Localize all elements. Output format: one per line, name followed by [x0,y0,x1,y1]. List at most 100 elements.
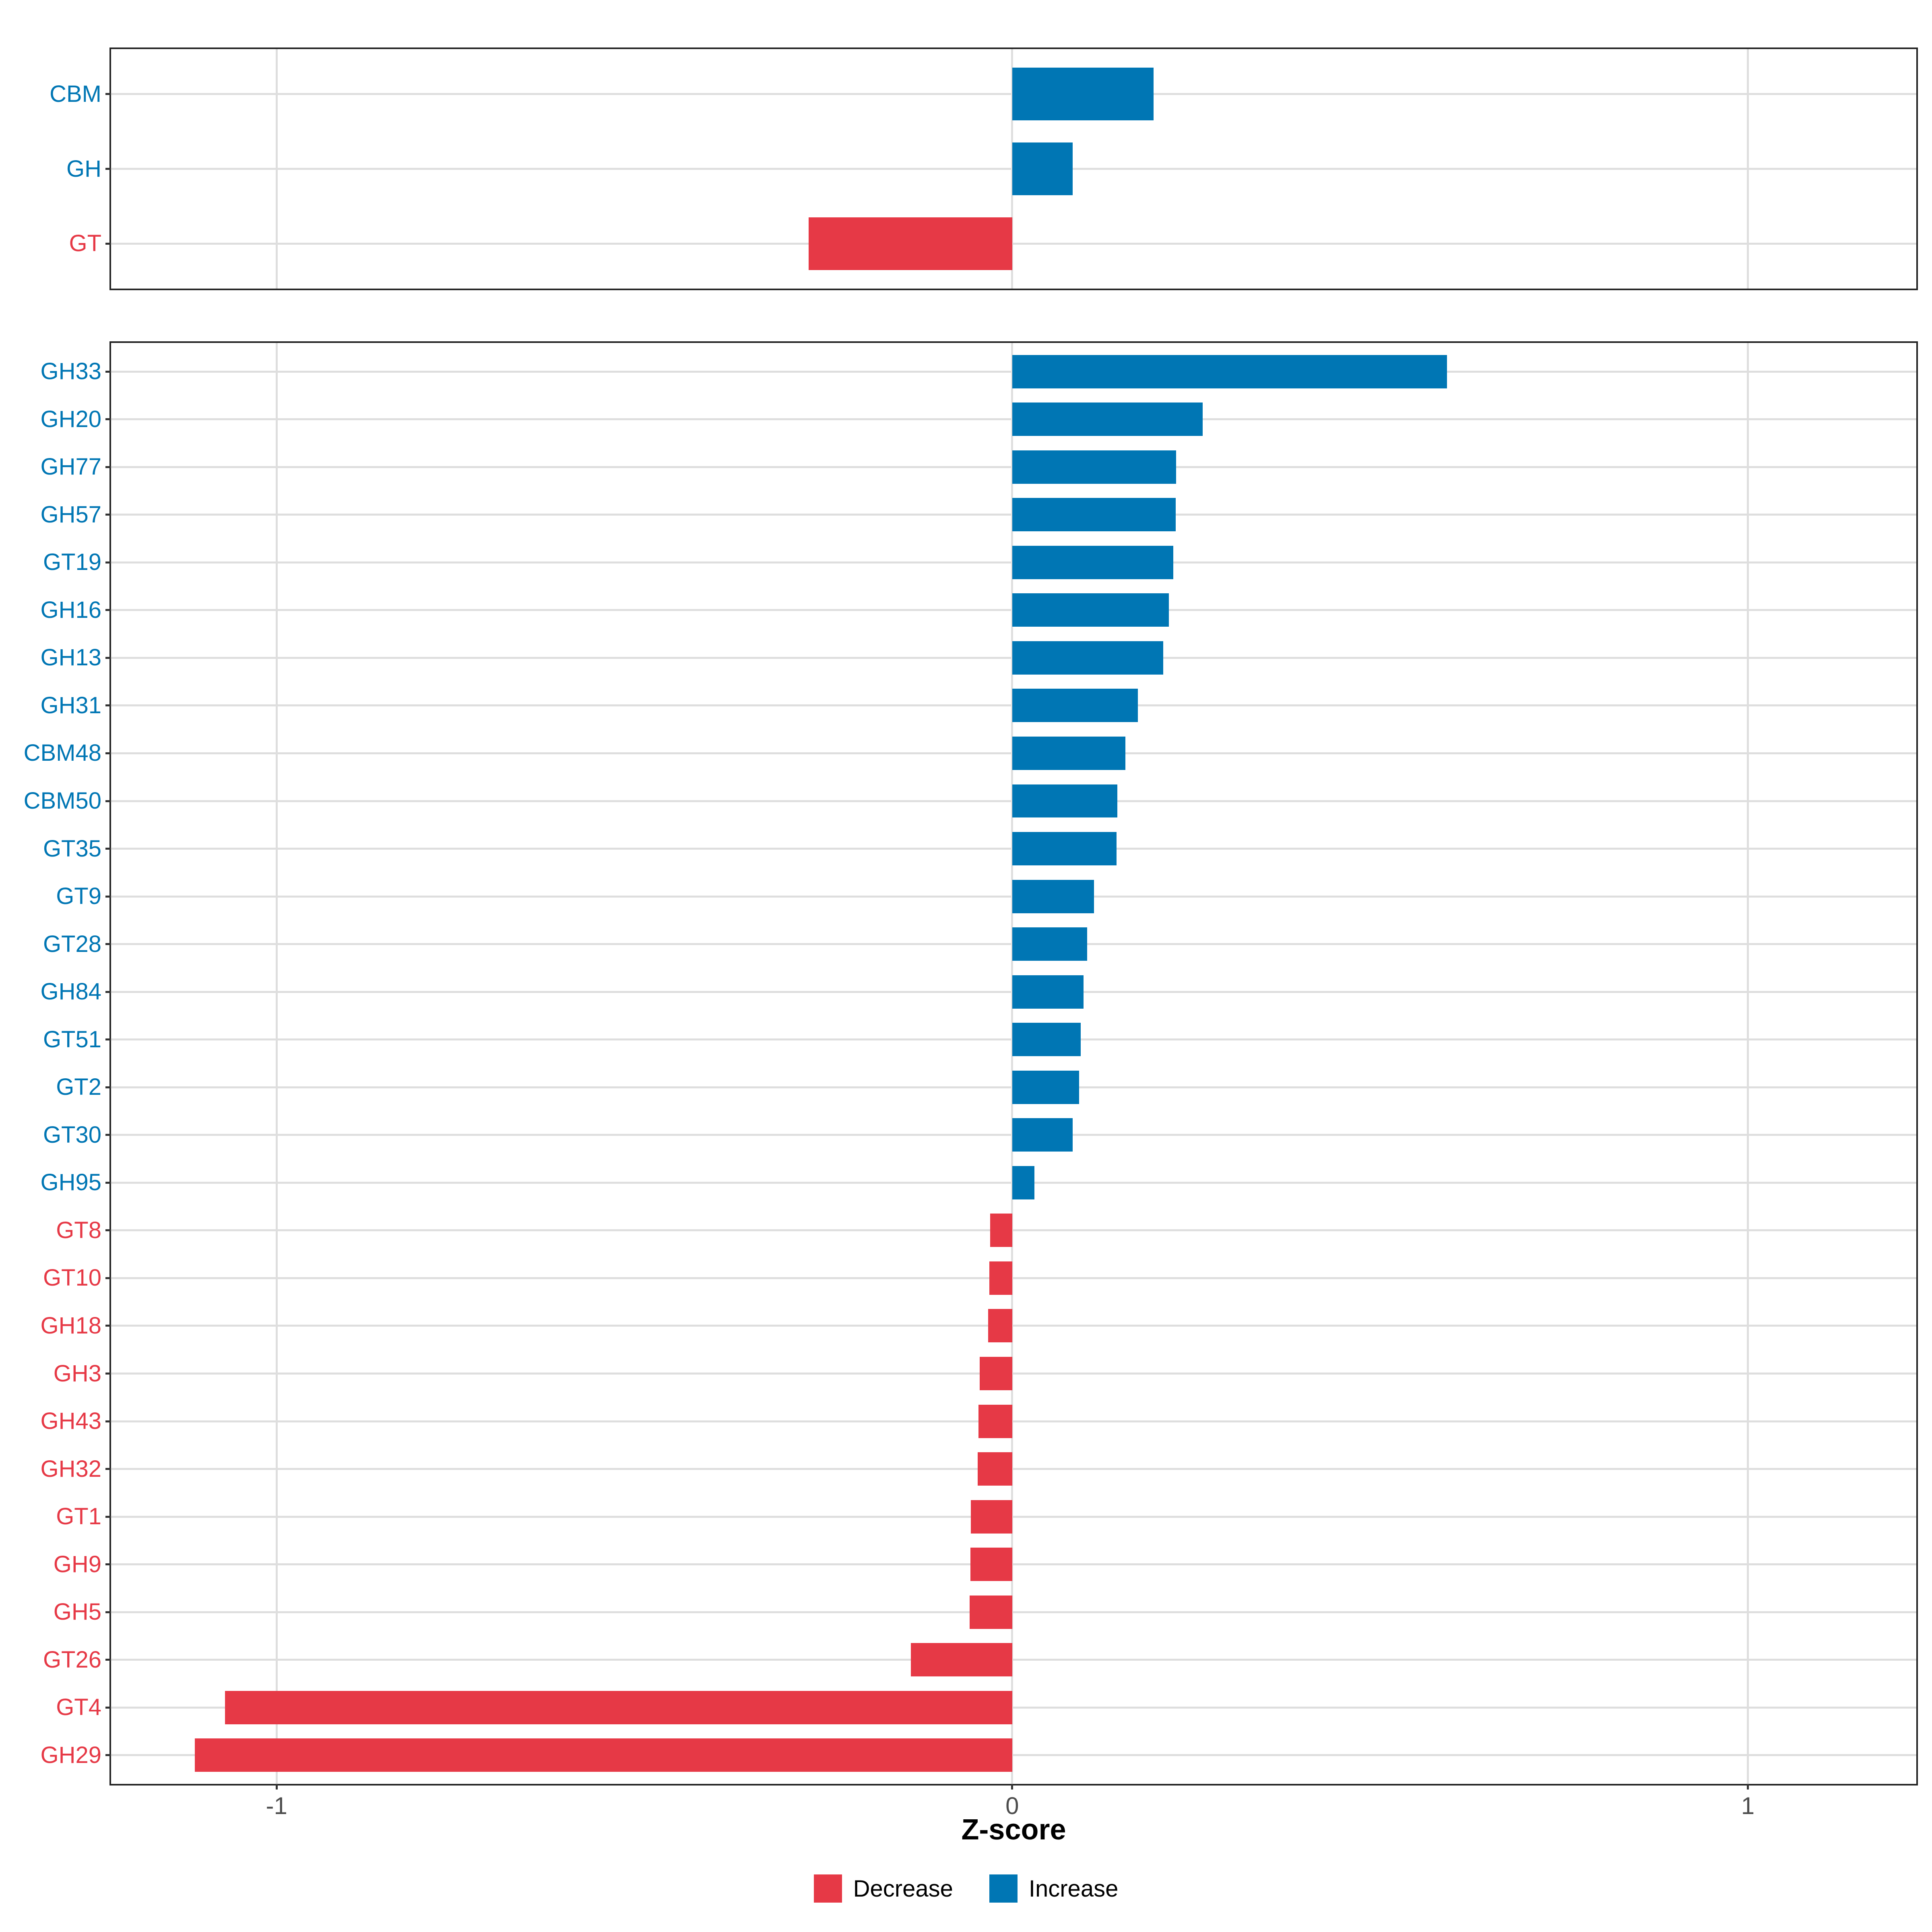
y-tick-GH3 [105,1373,111,1375]
x-tick--1 [275,1784,278,1790]
x-tick-1 [1746,1784,1749,1790]
y-tick-GH33 [105,370,111,373]
bar-GT26 [910,1643,1012,1677]
bar-CBM48 [1012,736,1126,770]
bar-GH57 [1012,498,1176,532]
y-tick-GT10 [105,1277,111,1279]
gridline-row-GH32 [111,1468,1916,1470]
y-tick-CBM [105,93,111,95]
y-axis-label-GT19: GT19 [43,549,101,576]
bar-GH84 [1012,975,1084,1009]
bar-GT51 [1012,1023,1081,1057]
gridline-row-GH29 [111,1754,1916,1757]
bar-GT [808,217,1012,270]
y-tick-GH32 [105,1468,111,1470]
x-tick-label--1: -1 [266,1792,287,1819]
y-tick-GH16 [105,609,111,611]
y-axis-label-GH20: GH20 [40,406,101,432]
y-tick-GT4 [105,1706,111,1709]
y-axis-label-GH3: GH3 [53,1360,101,1387]
y-tick-GH84 [105,991,111,993]
y-axis-label-GH77: GH77 [40,454,101,480]
y-tick-GH9 [105,1563,111,1566]
y-axis-label-GH43: GH43 [40,1408,101,1435]
y-axis-label-GT26: GT26 [43,1646,101,1673]
x-axis-title: Z-score [961,1814,1066,1846]
bar-GH31 [1012,689,1138,722]
bar-GT2 [1012,1070,1080,1104]
bar-GH13 [1012,641,1163,675]
y-axis-label-GH5: GH5 [53,1599,101,1625]
gridline-row-GT8 [111,1229,1916,1232]
y-axis-label-CBM50: CBM50 [23,788,101,814]
y-axis-label-GT30: GT30 [43,1121,101,1148]
gridline-row-GT10 [111,1277,1916,1279]
y-tick-GH5 [105,1611,111,1613]
y-axis-label-GT8: GT8 [56,1217,101,1243]
x-tick-0 [1011,1784,1013,1790]
bar-CBM50 [1012,784,1118,818]
gridline-row-GH9 [111,1563,1916,1566]
y-axis-label-CBM48: CBM48 [23,740,101,766]
gridline-row-GT26 [111,1659,1916,1661]
y-axis-label-GH29: GH29 [40,1742,101,1768]
bar-GH16 [1012,593,1169,627]
bar-GH32 [977,1452,1012,1486]
y-tick-GT19 [105,561,111,564]
y-axis-label-GH57: GH57 [40,501,101,528]
y-axis-label-GH9: GH9 [53,1551,101,1577]
legend-label-increase: Increase [1028,1875,1119,1902]
y-tick-GT [105,242,111,245]
y-tick-GT8 [105,1229,111,1232]
y-axis-label-CBM: CBM [50,80,101,107]
y-axis-label-GH95: GH95 [40,1169,101,1196]
bar-GT28 [1012,927,1088,961]
bar-GH20 [1012,402,1203,436]
y-tick-GH29 [105,1754,111,1757]
x-tick-label-1: 1 [1741,1792,1755,1819]
panel-top [109,47,1918,290]
bar-GH9 [970,1548,1012,1581]
y-axis-label-GT4: GT4 [56,1694,101,1721]
y-tick-GT26 [105,1659,111,1661]
y-tick-GH57 [105,514,111,516]
y-tick-GT51 [105,1038,111,1041]
y-tick-GT35 [105,848,111,850]
increase-color-swatch [989,1874,1018,1903]
gridline-x-0 [1011,343,1013,1784]
y-axis-label-GH33: GH33 [40,358,101,385]
bar-GT1 [971,1500,1012,1534]
y-axis-label-GT2: GT2 [56,1074,101,1100]
legend-item-decrease: Decrease [813,1874,953,1903]
y-tick-CBM48 [105,752,111,754]
bar-GH [1012,142,1073,195]
y-axis-label-GH13: GH13 [40,644,101,671]
bar-GT8 [990,1214,1012,1247]
y-tick-GT28 [105,943,111,945]
gridline-row-GH43 [111,1420,1916,1422]
gridline-row-GT4 [111,1706,1916,1709]
gridline-row-GH18 [111,1325,1916,1327]
bar-GH43 [978,1404,1012,1438]
bar-CBM [1012,68,1154,120]
y-axis-label-GT51: GT51 [43,1026,101,1053]
x-tick-label-0: 0 [1005,1792,1019,1819]
bar-GT30 [1012,1118,1073,1152]
y-tick-GH18 [105,1325,111,1327]
bar-GH33 [1012,355,1447,388]
y-tick-GH95 [105,1181,111,1184]
y-tick-GT9 [105,895,111,898]
bar-GH29 [195,1738,1012,1772]
y-axis-label-GT: GT [69,230,101,257]
y-axis-label-GH: GH [66,155,101,182]
y-tick-GH77 [105,466,111,468]
y-tick-GH13 [105,656,111,659]
bar-GT4 [225,1690,1012,1724]
legend-label-decrease: Decrease [853,1875,953,1902]
y-axis-label-GH32: GH32 [40,1455,101,1482]
bar-GH3 [980,1357,1012,1390]
y-axis-label-GT10: GT10 [43,1265,101,1291]
y-tick-CBM50 [105,800,111,802]
y-tick-GT1 [105,1515,111,1518]
